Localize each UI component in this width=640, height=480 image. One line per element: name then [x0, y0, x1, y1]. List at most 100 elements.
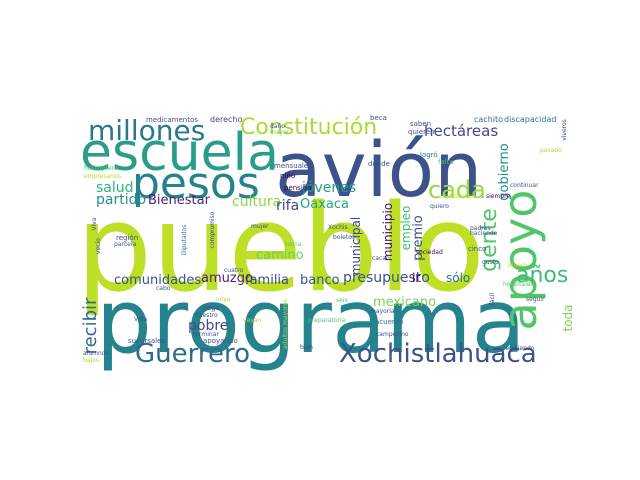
word-maestro: maestro [193, 312, 218, 319]
word-continuar: continuar [510, 182, 539, 189]
word-helicóptero: helicóptero [84, 165, 118, 172]
word-empresarios: empresarios [84, 173, 121, 180]
word-voya: voya [216, 296, 231, 303]
word-premio: premio [411, 215, 426, 261]
word-programa: programa [96, 270, 526, 373]
word-dónde: dónde [368, 160, 390, 168]
word-municipio: municipio [381, 203, 395, 261]
word-apoyando: apoyando [203, 337, 238, 345]
word-apoyo: apoyo [493, 190, 547, 331]
word-terminar: terminar [193, 331, 219, 338]
word-falta: falta [438, 158, 454, 166]
word-cinco: cinco [468, 245, 486, 253]
word-gusto: gusto [482, 259, 499, 266]
word-camino: camino [256, 248, 304, 263]
word-viveros: viveros [561, 119, 568, 141]
word-presupuesto: presupuesto [343, 270, 430, 286]
word-familia: familia [245, 273, 289, 288]
word-guerrero: Guerrero [135, 339, 250, 369]
word-salud: salud [96, 180, 134, 196]
word-sociedad: sociedad [416, 249, 443, 256]
word-banco: banco [300, 273, 340, 288]
word-hectáreas: hectáreas [424, 122, 498, 140]
word-alumnos: alumnos [83, 350, 109, 357]
word-amuzgo: amuzgo [201, 271, 253, 286]
word-saben: saben [410, 120, 431, 128]
word-rifa: rifa [276, 198, 299, 214]
word-estudiantes: estudiantes [440, 193, 475, 200]
word-pasado: pasado [540, 147, 562, 154]
word-daño: daño [270, 123, 285, 130]
word-mayoría: mayoría [370, 308, 395, 315]
word-quieren: quieren [408, 128, 435, 136]
word-parcela: parcela [114, 241, 136, 248]
word-ir: ir [412, 271, 420, 285]
word-logró: logró [420, 151, 438, 159]
word-viva: Viva [91, 217, 98, 230]
word-hospitales: hospitales [503, 281, 534, 288]
word-pesos: pesos [132, 158, 260, 209]
word-fácil: fácil [489, 292, 496, 305]
word-bien: bien [300, 344, 313, 351]
word-dinero: dinero [508, 262, 527, 269]
word-diputados: Diputados [181, 225, 188, 256]
word-recibiendo: recibiendo [503, 345, 535, 352]
word-preparatoria: preparatoria [308, 317, 346, 324]
word-mujer: mujer [251, 223, 269, 230]
word-partido: partido [96, 192, 146, 208]
word-cacao: cacao [372, 255, 390, 262]
word-medicamentos: medicamentos [146, 116, 198, 124]
word-boletos: boletos [333, 234, 355, 241]
word-mensuales: mensuales [274, 162, 312, 170]
word-sólo: sólo [446, 271, 470, 285]
word-llega: llega [203, 304, 220, 312]
word-bajos: bajos [83, 357, 99, 364]
word-avión: avión [275, 125, 482, 214]
word-niño: niño [280, 172, 295, 180]
word-discapacidad: discapacidad [504, 115, 556, 124]
word-toda: toda [561, 304, 575, 331]
word-mexicano: mexicano [373, 295, 436, 310]
word-siempre: siempre [486, 193, 510, 200]
word-cachito: cachito [474, 115, 503, 124]
word-derecho: derecho [210, 115, 243, 124]
word-compromiso: compromiso [209, 211, 216, 248]
word-escuela: escuela [80, 123, 279, 183]
word-padres: padres [470, 225, 490, 232]
word-quiero: quiero [430, 203, 449, 210]
word-millones: millones [88, 114, 205, 147]
word-xochistlahuaca: Xochistlahuaca [339, 339, 537, 369]
word-gente: gente [477, 208, 502, 272]
word-cuatro: cuatro [224, 267, 243, 274]
word-adultos-mayores: adultos mayores [282, 299, 289, 349]
word-mayor: mayor [270, 129, 290, 136]
word-cada: cada [428, 176, 486, 204]
word-vayan: vayan [243, 317, 261, 324]
word-beca: beca [370, 114, 387, 122]
word-recibir: recibir [80, 297, 101, 354]
word-gobierno: gobierno [497, 143, 512, 200]
word-región: región [116, 234, 138, 242]
word-xochis: Xochis [328, 224, 348, 231]
word-constitución: Constitución [240, 115, 377, 140]
word-haciendo: haciendo [470, 230, 498, 237]
word-vecio: vecio [95, 238, 102, 254]
word-años: años [516, 263, 568, 288]
word-oaxaca: Oaxaca [300, 197, 349, 212]
word-tierra: tierra [285, 241, 302, 248]
word-pueblo: pueblo [76, 180, 485, 319]
word-pobre: pobre [188, 318, 228, 334]
word-pensión: pensión [284, 184, 312, 192]
word-seis: seis [336, 297, 348, 304]
word-campesino: campesino [376, 331, 409, 338]
word-bienestar: Bienestar [148, 193, 211, 208]
word-empleo: empleo [399, 206, 413, 251]
word-jóvenes: jóvenes [301, 180, 356, 196]
word-seguir: seguir [526, 296, 545, 303]
word-vida: Vida [134, 316, 147, 323]
word-cultura: cultura [232, 194, 281, 210]
word-municipal: municipal [349, 217, 363, 275]
word-comunidades: comunidades [114, 273, 201, 288]
word-sucursales: sucursales [128, 337, 165, 345]
